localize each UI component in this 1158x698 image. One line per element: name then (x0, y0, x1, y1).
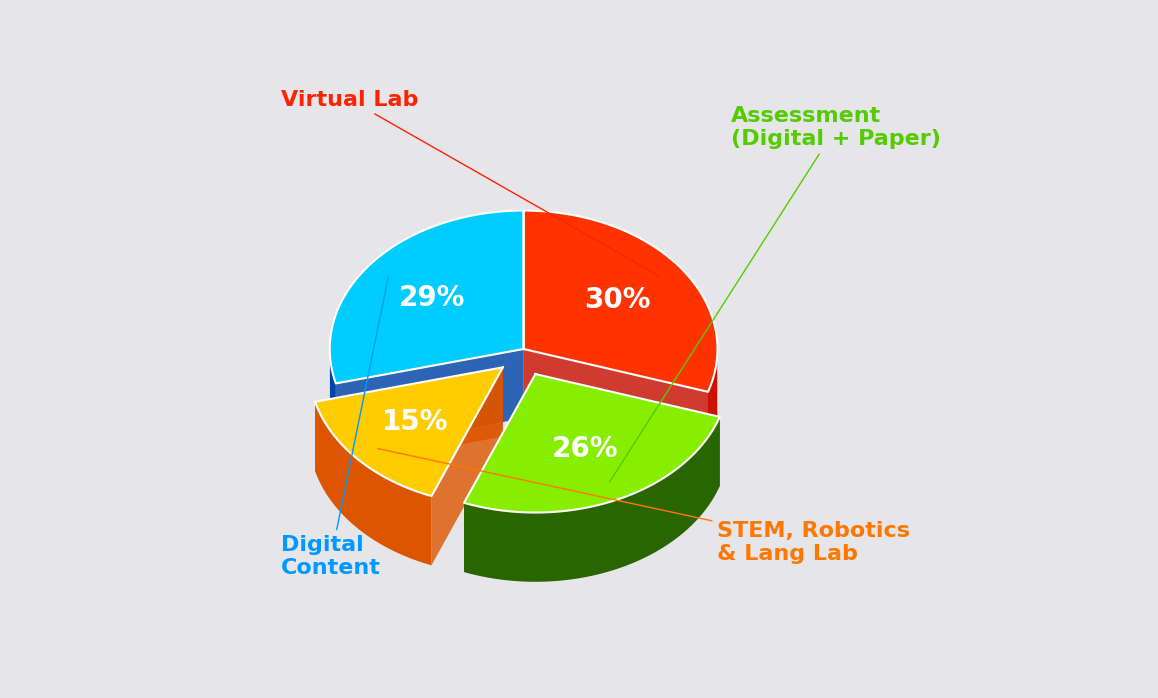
Polygon shape (464, 374, 535, 572)
Text: STEM, Robotics
& Lang Lab: STEM, Robotics & Lang Lab (378, 449, 910, 565)
Polygon shape (523, 349, 708, 461)
Polygon shape (315, 367, 503, 496)
Polygon shape (523, 211, 718, 392)
Text: Digital
Content: Digital Content (281, 277, 388, 579)
Polygon shape (464, 417, 720, 582)
Polygon shape (330, 343, 336, 453)
Polygon shape (708, 342, 718, 461)
Text: Virtual Lab: Virtual Lab (281, 90, 659, 276)
Polygon shape (330, 211, 523, 383)
Text: 26%: 26% (551, 436, 618, 463)
Polygon shape (315, 402, 432, 565)
Polygon shape (535, 374, 720, 486)
Text: 29%: 29% (398, 284, 464, 312)
Text: 15%: 15% (382, 408, 449, 436)
Polygon shape (464, 374, 720, 512)
Polygon shape (315, 367, 503, 471)
Polygon shape (336, 349, 523, 453)
Text: 30%: 30% (585, 286, 651, 314)
Text: Assessment
(Digital + Paper): Assessment (Digital + Paper) (609, 106, 941, 482)
Polygon shape (432, 367, 503, 565)
